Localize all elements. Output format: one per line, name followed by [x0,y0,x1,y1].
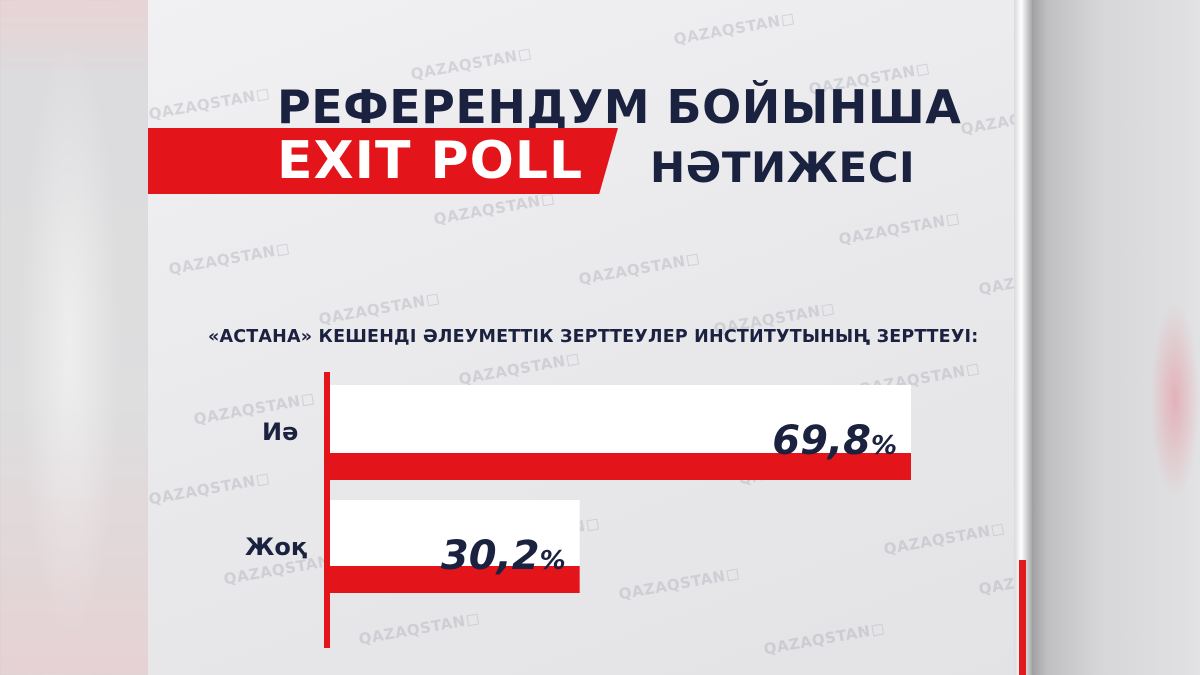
background-left [0,0,148,675]
background-right [1030,0,1200,675]
data-label-unit: % [871,431,897,461]
category-label: Жоқ [245,533,307,561]
category-label: Иә [262,418,298,446]
bar-label-panel [330,385,911,465]
chart-axis-line [324,372,330,648]
chart-title: «АСТАНА» КЕШЕНДІ ӘЛЕУМЕТТІК ЗЕРТТЕУЛЕР И… [208,327,979,347]
headline-results: НӘТИЖЕСІ [650,143,916,192]
bar [330,453,911,480]
headline-line1: РЕФЕРЕНДУМ БОЙЫНША [277,80,962,134]
data-label-unit: % [540,546,566,576]
bar [330,566,580,593]
headline-exit-poll: EXIT POLL [277,131,584,191]
bar-label-panel [330,500,580,578]
board-red-stripe [1019,560,1026,675]
poll-board: QAZAQSTAN QAZAQSTAN QAZAQSTAN QAZAQSTAN QAZA… [148,0,1030,675]
exit-poll-band [148,128,618,194]
board-edge [1014,0,1032,675]
